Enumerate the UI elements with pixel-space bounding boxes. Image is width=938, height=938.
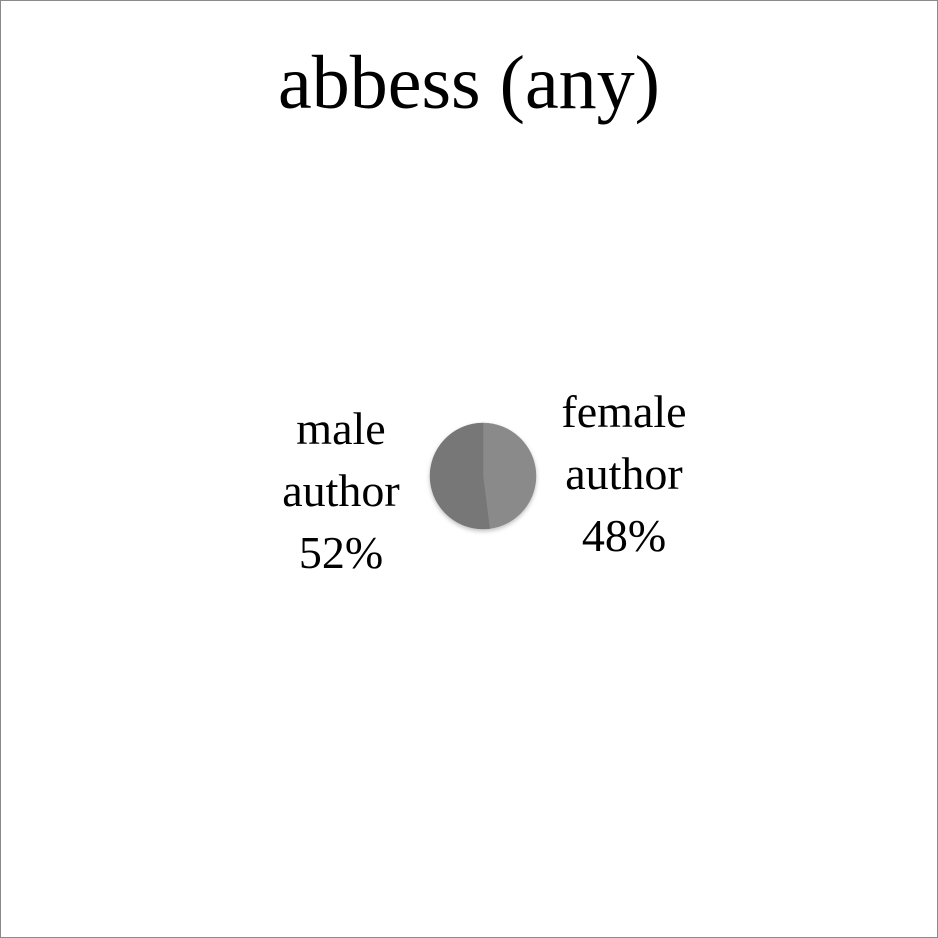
pie-label-male-percent: 52% xyxy=(298,527,384,578)
pie-label-male-author: male author 52% xyxy=(231,398,451,584)
pie-label-male-line-2: author xyxy=(282,465,400,516)
pie-label-female-line-2: author xyxy=(565,448,683,499)
pie-slice-male-author xyxy=(429,422,490,530)
pie-slice-female-author xyxy=(482,422,537,529)
pie-label-female-percent: 48% xyxy=(581,510,667,561)
pie-label-female-author: female author 48% xyxy=(514,381,734,567)
pie-label-female-line-1: female xyxy=(561,386,687,437)
chart-title: abbess (any) xyxy=(278,41,660,125)
pie-label-male-line-1: male xyxy=(296,403,386,454)
